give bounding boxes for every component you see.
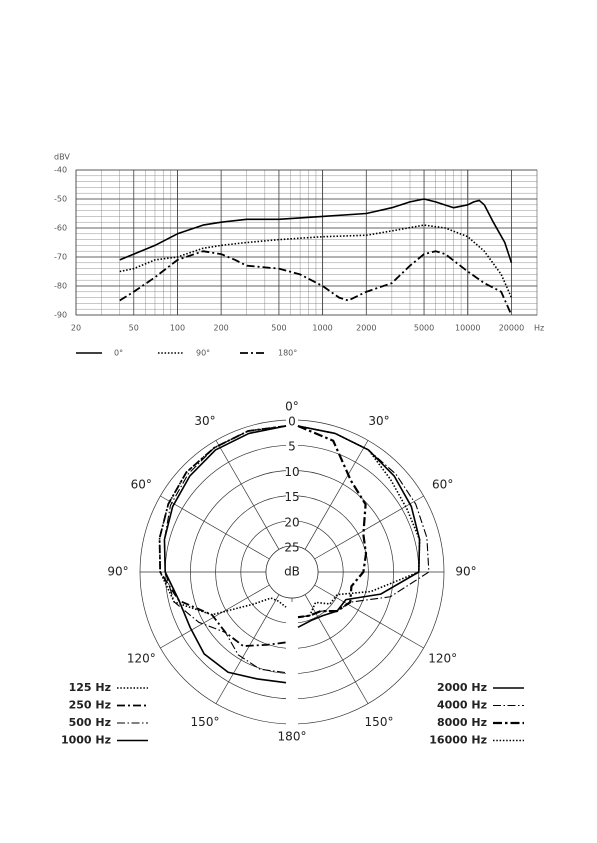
y-tick-label: -40 bbox=[54, 166, 67, 175]
spoke bbox=[304, 440, 369, 550]
polar-curve bbox=[297, 425, 421, 618]
polar-curve bbox=[163, 425, 287, 684]
legend-label: 2000 Hz bbox=[437, 681, 487, 694]
ring-label: 15 bbox=[284, 490, 299, 504]
legend-label: 16000 Hz bbox=[429, 734, 487, 747]
legend-label: 4000 Hz bbox=[437, 699, 487, 712]
polar-center-label: dB bbox=[284, 565, 300, 579]
x-tick-label: 2000 bbox=[356, 324, 376, 333]
x-tick-label: 50 bbox=[129, 324, 139, 333]
angle-label: 30° bbox=[368, 414, 389, 428]
angle-label: 0° bbox=[285, 400, 299, 414]
legend-label: 90° bbox=[196, 349, 210, 358]
polar-curve bbox=[163, 425, 287, 674]
x-tick-label: 100 bbox=[170, 324, 185, 333]
series-line bbox=[119, 250, 513, 316]
legend-label: 8000 Hz bbox=[437, 716, 487, 729]
legend-label: 125 Hz bbox=[69, 681, 111, 694]
y-tick-label: -80 bbox=[54, 282, 67, 291]
angle-label: 90° bbox=[107, 565, 128, 579]
angle-label: 120° bbox=[428, 652, 457, 666]
legend-label: 250 Hz bbox=[69, 699, 111, 712]
legend-label: 0° bbox=[114, 349, 123, 358]
angle-label: 30° bbox=[194, 414, 215, 428]
y-tick-label: -60 bbox=[54, 224, 67, 233]
x-tick-label: 1000 bbox=[312, 324, 332, 333]
ring-label: 5 bbox=[288, 440, 296, 454]
x-tick-label: 10000 bbox=[455, 324, 480, 333]
y-tick-label: -90 bbox=[54, 311, 67, 320]
y-tick-label: -50 bbox=[54, 195, 67, 204]
spoke bbox=[215, 594, 280, 704]
ring-label: 25 bbox=[284, 541, 299, 555]
angle-label: 60° bbox=[131, 478, 152, 492]
x-tick-label: 20 bbox=[71, 324, 81, 333]
x-tick-label: 20000 bbox=[499, 324, 524, 333]
angle-label: 150° bbox=[191, 715, 220, 729]
x-axis-label: Hz bbox=[534, 324, 544, 333]
angle-label: 60° bbox=[432, 478, 453, 492]
angle-label: 90° bbox=[455, 565, 476, 579]
polar-curve bbox=[297, 424, 368, 619]
polar-curve bbox=[297, 425, 430, 618]
center-gap bbox=[286, 602, 298, 732]
ring-label: 10 bbox=[284, 465, 299, 479]
legend-label: 500 Hz bbox=[69, 716, 111, 729]
y-axis-label: dBV bbox=[54, 153, 70, 162]
spoke bbox=[215, 440, 280, 550]
y-tick-label: -70 bbox=[54, 253, 67, 262]
legend-label: 1000 Hz bbox=[61, 734, 111, 747]
series-line bbox=[119, 198, 513, 264]
angle-label: 150° bbox=[365, 715, 394, 729]
angle-label: 180° bbox=[278, 730, 307, 744]
spoke bbox=[160, 495, 270, 560]
center-hole bbox=[265, 545, 319, 599]
legend-label: 180° bbox=[278, 349, 297, 358]
ring-label: 20 bbox=[284, 515, 299, 529]
ring-label: 0 bbox=[288, 415, 296, 429]
angle-label: 120° bbox=[127, 652, 156, 666]
x-tick-label: 200 bbox=[214, 324, 229, 333]
spoke bbox=[160, 584, 270, 649]
center-gap bbox=[286, 418, 298, 574]
spoke bbox=[314, 584, 424, 649]
x-tick-label: 5000 bbox=[414, 324, 434, 333]
x-tick-label: 500 bbox=[271, 324, 286, 333]
